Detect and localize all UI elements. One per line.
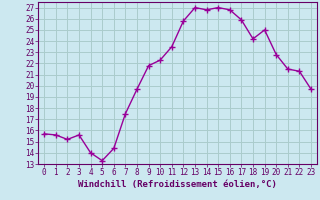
X-axis label: Windchill (Refroidissement éolien,°C): Windchill (Refroidissement éolien,°C) [78, 180, 277, 189]
